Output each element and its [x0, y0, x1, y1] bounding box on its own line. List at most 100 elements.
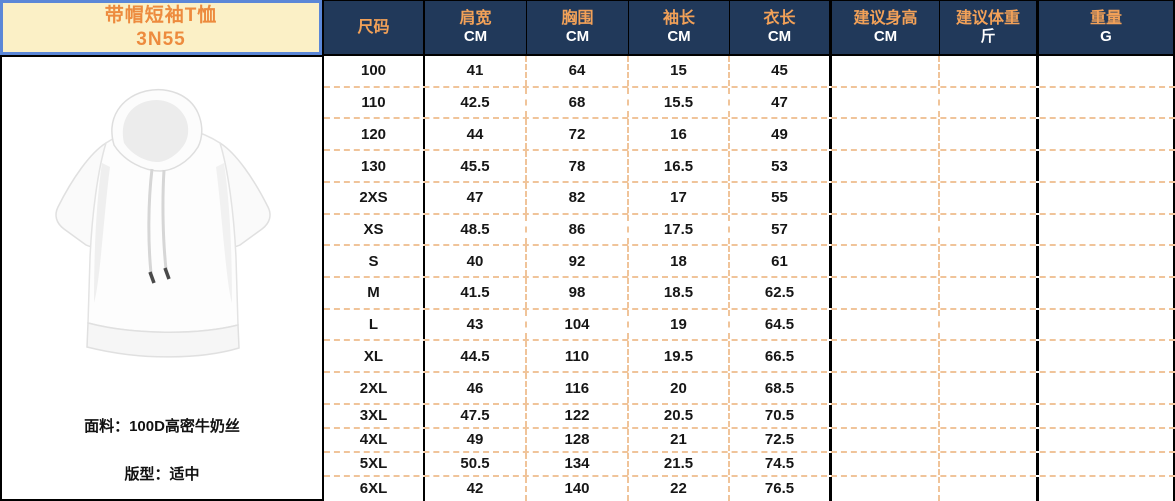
value-cell [1039, 428, 1175, 451]
col-header-5: 建议身高 CM [832, 1, 940, 54]
value-cell: 42 [425, 476, 527, 501]
table-row-130: 130 45.5 78 16.5 53 [324, 151, 1175, 183]
col-header-label: 胸围 [561, 9, 594, 27]
value-cell [940, 151, 1039, 181]
value-cell [832, 246, 940, 277]
size-table: 尺码 肩宽 CM 胸围 CM 袖长 CM 衣长 CM 建议身高 CM 建议体重斤重量 G 100 41 64… [322, 0, 1175, 501]
value-cell: 22 [629, 476, 730, 501]
value-cell [940, 278, 1039, 308]
size-cell: XL [324, 341, 425, 372]
value-cell [940, 246, 1039, 277]
table-row-XL: XL 44.5 110 19.5 66.5 [324, 341, 1175, 374]
size-cell: 3XL [324, 404, 425, 427]
product-image-panel: 面料：100D高密牛奶丝 版型：适中 [0, 55, 322, 501]
col-header-label: 肩宽 [459, 9, 492, 27]
value-cell: 72 [527, 119, 629, 150]
value-cell: 116 [527, 373, 629, 403]
col-header-unit: 斤 [980, 28, 996, 46]
col-header-4: 衣长 CM [730, 1, 832, 54]
value-cell: 62.5 [730, 278, 832, 308]
value-cell: 21.5 [629, 452, 730, 475]
value-cell [832, 428, 940, 451]
value-cell: 40 [425, 246, 527, 277]
value-cell: 48.5 [425, 214, 527, 245]
col-header-label: 重量 [1089, 9, 1122, 27]
value-cell: 20.5 [629, 404, 730, 427]
product-title: 带帽短袖T恤 [104, 4, 218, 26]
body-shading [94, 163, 110, 303]
table-row-2XS: 2XS 47 82 17 55 [324, 182, 1175, 215]
value-cell: 47 [730, 87, 832, 118]
value-cell: 76.5 [730, 476, 832, 501]
table-row-4XL: 4XL 49 128 21 72.5 [324, 428, 1175, 453]
value-cell [940, 56, 1039, 86]
table-row-6XL: 6XL 42 140 22 76.5 [324, 476, 1175, 501]
value-cell: 70.5 [730, 404, 832, 427]
value-cell: 50.5 [425, 452, 527, 475]
value-cell: 140 [527, 476, 629, 501]
table-row-110: 110 42.5 68 15.5 47 [324, 87, 1175, 120]
value-cell: 18.5 [629, 278, 730, 308]
col-header-label: 建议体重 [955, 9, 1020, 27]
value-cell: 15.5 [629, 87, 730, 118]
value-cell [940, 373, 1039, 403]
drawstring-right [161, 169, 168, 270]
value-cell: 49 [425, 428, 527, 451]
col-header-unit: G [1100, 28, 1112, 46]
value-cell [940, 476, 1039, 501]
value-cell [1039, 476, 1175, 501]
table-row-M: M 41.5 98 18.5 62.5 [324, 278, 1175, 310]
value-cell: 47 [425, 182, 527, 213]
value-cell: 53 [730, 151, 832, 181]
value-cell [832, 56, 940, 86]
table-row-5XL: 5XL 50.5 134 21.5 74.5 [324, 452, 1175, 477]
value-cell: 21 [629, 428, 730, 451]
value-cell: 134 [527, 452, 629, 475]
value-cell [940, 309, 1039, 340]
value-cell: 64.5 [730, 309, 832, 340]
value-cell: 17.5 [629, 214, 730, 245]
value-cell: 45 [730, 56, 832, 86]
value-cell: 44 [425, 119, 527, 150]
value-cell: 92 [527, 246, 629, 277]
size-cell: 110 [324, 87, 425, 118]
value-cell [1039, 246, 1175, 277]
value-cell [940, 452, 1039, 475]
body-shading [216, 163, 232, 303]
col-header-1: 肩宽 CM [425, 1, 527, 54]
value-cell [1039, 404, 1175, 427]
col-header-unit: CM [463, 28, 488, 46]
value-cell: 15 [629, 56, 730, 86]
product-code: 3N55 [136, 28, 186, 50]
value-cell: 86 [527, 214, 629, 245]
value-cell [940, 214, 1039, 245]
drawstring-aglet [148, 271, 156, 284]
col-header-3: 袖长 CM [629, 1, 730, 54]
hem-band-shape [86, 322, 240, 358]
hoodie-tshirt-image [55, 88, 271, 358]
value-cell: 49 [730, 119, 832, 150]
value-cell [940, 119, 1039, 150]
size-cell: 5XL [324, 452, 425, 475]
size-cell: XS [324, 214, 425, 245]
size-cell: S [324, 246, 425, 277]
value-cell [1039, 214, 1175, 245]
col-header-unit: CM [667, 28, 691, 46]
table-row-2XL: 2XL 46 116 20 68.5 [324, 373, 1175, 405]
value-cell [832, 119, 940, 150]
value-cell [1039, 182, 1175, 213]
value-cell: 68 [527, 87, 629, 118]
value-cell: 110 [527, 341, 629, 372]
value-cell [832, 309, 940, 340]
product-title-banner: 带帽短袖T恤 3N55 [0, 0, 322, 55]
value-cell: 82 [527, 182, 629, 213]
value-cell [832, 452, 940, 475]
value-cell: 44.5 [425, 341, 527, 372]
value-cell: 16 [629, 119, 730, 150]
drawstring-aglet [163, 267, 171, 280]
table-row-3XL: 3XL 47.5 122 20.5 70.5 [324, 404, 1175, 429]
value-cell [832, 182, 940, 213]
value-cell: 20 [629, 373, 730, 403]
value-cell [1039, 309, 1175, 340]
value-cell [1039, 119, 1175, 150]
